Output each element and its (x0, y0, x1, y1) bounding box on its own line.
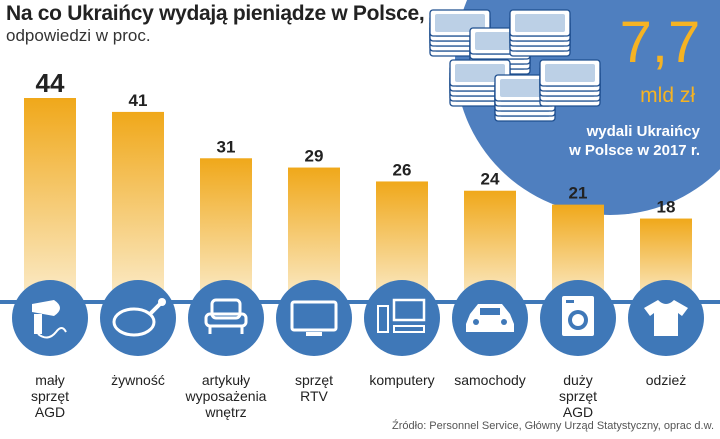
category-label-5-line-0: samochody (454, 372, 526, 388)
chart-subtitle: odpowiedzi w proc. (6, 26, 151, 45)
category-label-6-line-0: duży (563, 372, 593, 388)
callout-unit: mld zł (640, 84, 695, 107)
callout-value: 7,7 (620, 10, 701, 75)
bar-value-label-4: 26 (393, 160, 412, 179)
category-label-6-line-2: AGD (563, 404, 593, 420)
tshirt-icon (628, 280, 704, 356)
bar-value-label-5: 24 (481, 170, 500, 189)
category-label-7-line-0: odzież (646, 372, 686, 388)
roast-chicken-icon (100, 280, 176, 356)
category-label-3-line-0: sprzęt (295, 372, 333, 388)
callout-text-line1: wydali Ukraińcy (586, 123, 701, 140)
bar-value-label-6: 21 (569, 184, 588, 203)
category-label-0-line-1: sprzęt (31, 388, 69, 404)
bar-1 (112, 111, 164, 302)
source-note: Źródło: Personnel Service, Główny Urząd … (392, 420, 714, 432)
banknote-stack-icon (429, 9, 601, 122)
chart-title: Na co Ukraińcy wydają pieniądze w Polsce… (6, 2, 425, 25)
bar-value-label-2: 31 (217, 137, 236, 156)
armchair-icon (188, 280, 264, 356)
bar-value-label-7: 18 (657, 198, 676, 217)
washing-machine-icon (540, 280, 616, 356)
category-label-2-line-0: artykuły (202, 372, 250, 388)
bars-group: 44 41 31 29 26 24 21 18 (24, 68, 692, 302)
bar-value-label-0: 44 (36, 68, 65, 98)
bar-0 (24, 98, 76, 302)
car-icon (452, 280, 528, 356)
bar-value-label-1: 41 (129, 91, 148, 110)
tv-icon (276, 280, 352, 356)
callout-text-line2: w Polsce w 2017 r. (568, 142, 700, 159)
category-label-1-line-0: żywność (111, 372, 165, 388)
category-label-0-line-2: AGD (35, 404, 65, 420)
category-icons-group (12, 280, 704, 356)
hair-dryer-icon (12, 280, 88, 356)
category-label-2-line-2: wnętrz (204, 404, 246, 420)
category-label-4-line-0: komputery (369, 372, 434, 388)
bar-3 (288, 167, 340, 302)
computer-icon (364, 280, 440, 356)
category-label-6-line-1: sprzęt (559, 388, 597, 404)
bar-value-label-3: 29 (305, 147, 324, 166)
category-label-3-line-1: RTV (300, 388, 328, 404)
category-label-2-line-1: wyposażenia (185, 388, 267, 404)
callout-badge: 7,7 mld zł wydali Ukraińcy w Polsce w 20… (429, 0, 720, 215)
bar-2 (200, 158, 252, 302)
category-label-0-line-0: mały (35, 372, 65, 388)
